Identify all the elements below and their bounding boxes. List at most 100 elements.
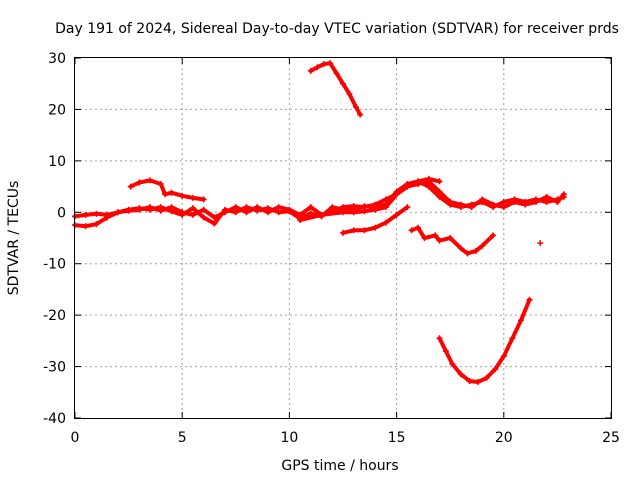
- y-axis-label: SDTVAR / TECUs: [6, 181, 22, 296]
- data-point: [136, 206, 143, 213]
- plot-area: [72, 60, 567, 385]
- data-point: [393, 211, 400, 218]
- data-point: [537, 240, 544, 247]
- data-point: [468, 204, 475, 211]
- data-point: [479, 242, 486, 249]
- data-point: [352, 103, 359, 110]
- data-point: [275, 209, 282, 216]
- data-point: [82, 223, 89, 230]
- data-point: [340, 80, 346, 87]
- data-point: [479, 196, 486, 203]
- series-line: [308, 61, 363, 117]
- data-point: [333, 70, 340, 77]
- data-point: [340, 209, 346, 216]
- series-rise-mid: [297, 175, 443, 223]
- data-point: [340, 204, 346, 211]
- data-point: [307, 204, 314, 211]
- series-outlier: [537, 240, 544, 247]
- data-point: [475, 379, 482, 385]
- series-deep-u: [436, 296, 533, 385]
- data-point: [415, 224, 422, 231]
- data-point: [162, 191, 169, 198]
- data-point: [82, 211, 89, 218]
- chart-title: Day 191 of 2024, Sidereal Day-to-day VTE…: [55, 21, 619, 37]
- data-point: [200, 196, 207, 203]
- data-point: [436, 335, 443, 342]
- data-point: [168, 204, 175, 211]
- data-point: [329, 204, 336, 211]
- data-point: [404, 183, 411, 190]
- data-point: [327, 60, 334, 67]
- y-tick-label: 20: [48, 102, 66, 118]
- data-point: [179, 192, 186, 199]
- data-point: [436, 188, 443, 195]
- data-point: [157, 207, 164, 214]
- data-point: [232, 204, 239, 211]
- data-point: [393, 191, 400, 198]
- data-point: [490, 201, 497, 208]
- grid: [75, 58, 611, 418]
- data-point: [168, 189, 175, 196]
- data-point: [346, 91, 353, 97]
- data-point: [93, 210, 100, 217]
- data-point: [340, 229, 346, 236]
- y-tick-labels: -40 -30 -20 -10 0 10 20 30: [43, 51, 66, 427]
- data-point: [200, 214, 207, 221]
- data-point: [490, 232, 497, 239]
- data-point: [500, 204, 507, 211]
- data-point: [464, 250, 471, 257]
- data-point: [447, 235, 454, 241]
- data-point: [222, 209, 229, 216]
- y-tick-label: 10: [48, 154, 66, 170]
- data-point: [254, 204, 261, 211]
- data-point: [457, 371, 464, 378]
- data-point: [447, 199, 454, 205]
- data-point: [307, 67, 314, 74]
- data-point: [286, 206, 293, 213]
- data-point: [526, 296, 533, 303]
- data-point: [189, 194, 196, 201]
- x-tick-label: 5: [178, 430, 187, 446]
- data-point: [243, 209, 250, 216]
- data-point: [436, 193, 443, 200]
- y-tick-label: -20: [43, 308, 66, 324]
- data-point: [211, 220, 218, 227]
- data-point: [350, 227, 357, 234]
- data-point: [243, 204, 250, 211]
- data-point: [307, 210, 314, 217]
- series-hump-left: [127, 177, 207, 203]
- data-point: [449, 361, 456, 367]
- data-point: [382, 219, 389, 226]
- data-point: [457, 245, 464, 252]
- data-point: [93, 221, 100, 228]
- data-point: [275, 204, 282, 211]
- plot-frame: [74, 57, 612, 419]
- data-point: [500, 199, 507, 205]
- y-tick-label: -30: [43, 360, 66, 376]
- data-point: [125, 207, 132, 214]
- series-line: [437, 297, 532, 384]
- x-tick-labels: 0 5 10 15 20 25: [71, 430, 620, 446]
- data-point: [104, 211, 111, 218]
- data-point: [472, 247, 479, 254]
- data-point: [320, 61, 327, 68]
- data-point: [350, 209, 357, 216]
- data-point: [408, 227, 415, 234]
- data-point: [382, 196, 389, 203]
- data-point: [350, 203, 357, 210]
- data-point: [372, 201, 379, 208]
- data-point: [511, 199, 518, 205]
- data-point: [147, 204, 154, 211]
- data-point: [297, 217, 304, 223]
- data-point: [560, 191, 567, 198]
- data-point: [522, 201, 529, 208]
- x-tick-label: 20: [495, 430, 513, 446]
- x-tick-label: 0: [71, 430, 80, 446]
- data-point: [314, 64, 321, 71]
- data-point: [136, 179, 143, 186]
- data-point: [554, 199, 561, 205]
- x-tick-label: 15: [388, 430, 406, 446]
- data-point: [200, 206, 207, 213]
- series-top-arc: [307, 60, 364, 118]
